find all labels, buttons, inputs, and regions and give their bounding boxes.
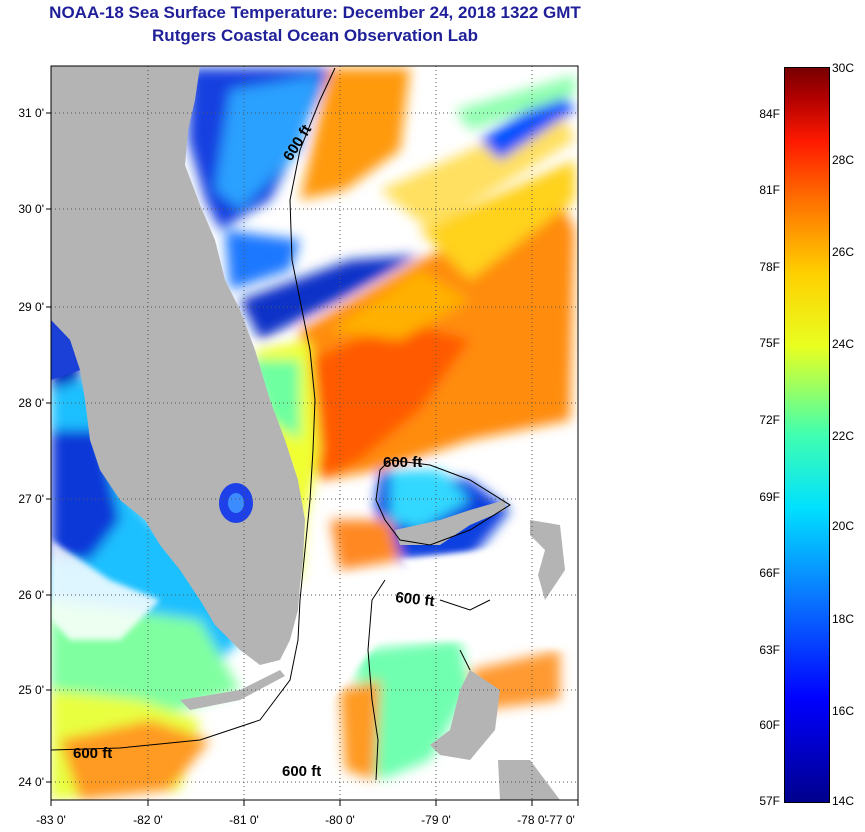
lon-label: -77 0'	[545, 813, 575, 827]
colorbar-celsius-label: 28C	[832, 153, 855, 167]
lat-label: 30 0'	[18, 202, 44, 216]
lat-label: 26 0'	[18, 588, 44, 602]
colorbar-celsius-label: 24C	[832, 337, 855, 351]
map-frame	[50, 65, 579, 801]
colorbar-celsius-label: 18C	[832, 612, 855, 626]
lat-label: 29 0'	[18, 300, 44, 314]
colorbar-fahrenheit-label: 57F	[759, 794, 780, 808]
colorbar-celsius-label: 26C	[832, 245, 855, 259]
colorbar-celsius-label: 16C	[832, 704, 855, 718]
lon-label: -78 0'	[517, 813, 547, 827]
lon-label: -83 0'	[36, 813, 66, 827]
lat-label: 24 0'	[18, 775, 44, 789]
colorbar-celsius-label: 14C	[832, 794, 855, 808]
colorbar-celsius-label: 20C	[832, 519, 855, 533]
colorbar-fahrenheit-label: 72F	[759, 413, 780, 427]
sst-data-field	[51, 68, 575, 800]
temperature-colorbar	[784, 67, 830, 803]
lat-label: 31 0'	[18, 106, 44, 120]
lat-label: 27 0'	[18, 492, 44, 506]
lon-label: -80 0'	[325, 813, 355, 827]
colorbar-fahrenheit-label: 75F	[759, 336, 780, 350]
cuba-land	[430, 670, 500, 760]
colorbar-fahrenheit-label: 63F	[759, 643, 780, 657]
longitude-labels: -83 0' -82 0' -81 0' -80 0' -79 0' -78 0…	[36, 813, 575, 827]
contour-label-bahamas: 600 ft	[383, 454, 422, 471]
colorbar-fahrenheit-label: 60F	[759, 718, 780, 732]
isobath-600ft	[51, 67, 511, 781]
latitude-labels: 31 0' 30 0' 29 0' 28 0' 27 0' 26 0' 25 0…	[18, 106, 44, 789]
lon-label: -82 0'	[133, 813, 163, 827]
lat-label: 28 0'	[18, 396, 44, 410]
colorbar-fahrenheit-label: 81F	[759, 183, 780, 197]
contour-label-east: 600 ft	[395, 589, 436, 610]
colorbar-fahrenheit-label: 69F	[759, 490, 780, 504]
map-title: NOAA-18 Sea Surface Temperature: Decembe…	[49, 3, 581, 22]
colorbar-celsius-label: 22C	[832, 429, 855, 443]
lon-label: -81 0'	[229, 813, 259, 827]
colorbar-fahrenheit-label: 84F	[759, 107, 780, 121]
colorbar-fahrenheit-label: 66F	[759, 566, 780, 580]
cloud-mask	[51, 540, 578, 800]
bahamas-islands	[395, 500, 505, 545]
contour-label-south: 600 ft	[282, 763, 321, 780]
contour-label-southwest: 600 ft	[73, 745, 112, 762]
colorbar-fahrenheit-label: 78F	[759, 260, 780, 274]
lat-label: 25 0'	[18, 683, 44, 697]
colorbar-celsius-label: 30C	[832, 61, 855, 75]
lon-label: -79 0'	[421, 813, 451, 827]
map-subtitle: Rutgers Coastal Ocean Observation Lab	[152, 26, 478, 45]
